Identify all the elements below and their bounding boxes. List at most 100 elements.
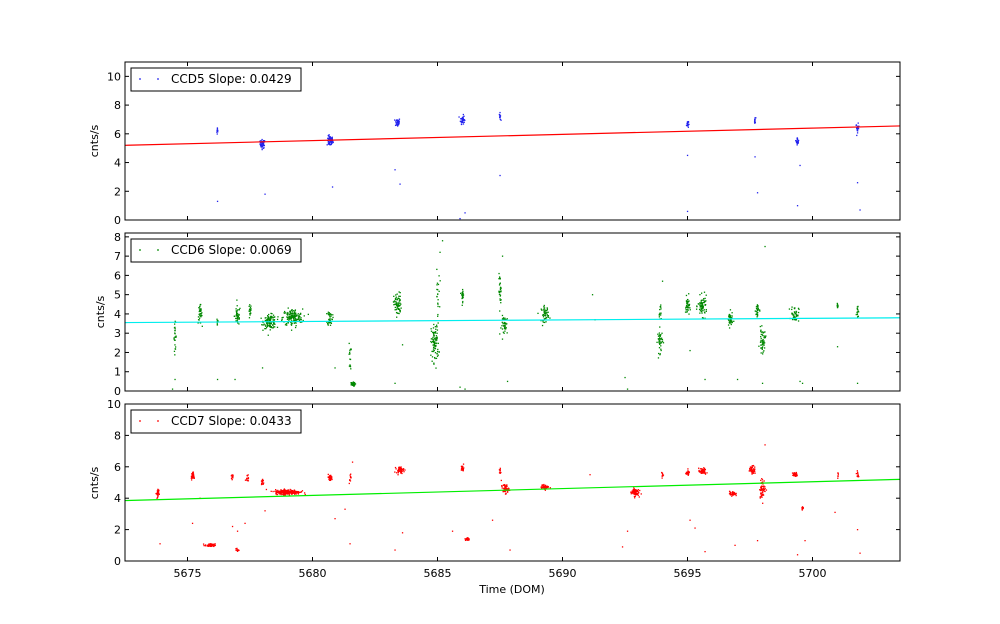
data-point-ccd6-c6-0 xyxy=(295,312,297,314)
data-point-ccd7-c15-23 xyxy=(544,485,546,487)
data-point-ccd7-c0-29 xyxy=(157,494,159,496)
data-point-ccd5-c9-2 xyxy=(857,122,859,124)
data-point-ccd6-c24-5 xyxy=(788,308,791,310)
data-point-ccd6-c5-22 xyxy=(270,312,272,315)
data-point-ccd6-c6-102 xyxy=(284,312,286,314)
data-point-ccd5-c5-4 xyxy=(499,114,501,117)
data-point-ccd7-c22-51 xyxy=(761,489,763,491)
data-point-ccd7-c16-5 xyxy=(631,491,633,494)
data-point-ccd7-c16-29 xyxy=(637,491,639,493)
data-point-ccd7-c7-239 xyxy=(290,489,292,491)
data-point-ccd7-c1-19 xyxy=(191,472,194,474)
data-point-ccd7-c13-5 xyxy=(500,471,502,474)
data-point-ccd6-c21-42 xyxy=(729,315,731,318)
data-point-ccd6-c20-12 xyxy=(700,300,702,302)
data-point-ccd6-c5-51 xyxy=(260,317,262,319)
data-point-ccd6-c19-22 xyxy=(689,309,691,311)
data-point-ccd7-c16-24 xyxy=(637,489,639,491)
data-point-ccd6-c3-26 xyxy=(236,305,238,307)
data-point-ccd7-c3-11 xyxy=(231,474,233,476)
data-point-ccd7-c23-29 xyxy=(792,472,794,474)
data-point-ccd6-c17-23 xyxy=(658,334,661,336)
data-point-ccd7-c7-129 xyxy=(304,493,306,496)
data-point-ccd6-c20-65 xyxy=(703,301,705,304)
legend-label-ccd7: CCD7 Slope: 0.0433 xyxy=(171,414,292,428)
data-point-ccd5-c5-11 xyxy=(499,116,501,118)
data-point-ccd7-c15-42 xyxy=(544,487,546,490)
panel-ccd6: 0 1 2 3 4 5 6 7 8 cnts/s CCD6 Slope: 0.0069 xyxy=(94,231,901,398)
outlier-point-ccd6-1 xyxy=(174,378,176,381)
data-point-ccd7-c10-41 xyxy=(400,468,403,471)
data-point-ccd5-c4-35 xyxy=(462,117,464,120)
data-point-ccd6-c5-102 xyxy=(269,324,271,326)
data-point-ccd5-c4-27 xyxy=(461,121,463,123)
outlier-point-ccd5-5 xyxy=(459,217,461,220)
data-point-ccd6-c11-60 xyxy=(432,341,435,343)
data-point-ccd6-c23-10 xyxy=(762,334,764,337)
data-point-ccd6-c22-22 xyxy=(757,307,759,309)
data-point-ccd6-c20-46 xyxy=(700,310,703,313)
data-point-ccd6-c17-34 xyxy=(660,338,662,340)
data-point-ccd7-c16-70 xyxy=(636,493,639,496)
data-point-ccd6-c12-6 xyxy=(436,288,438,291)
data-point-ccd6-c4-18 xyxy=(248,309,251,311)
data-point-ccd6-c17-35 xyxy=(657,335,660,337)
data-point-ccd6-c11-2 xyxy=(435,340,437,342)
data-point-ccd7-c7-13 xyxy=(299,491,301,493)
data-point-ccd6-c16-17 xyxy=(546,308,549,310)
y-tick-label-ccd7-8: 8 xyxy=(114,429,121,442)
data-point-ccd6-c20-48 xyxy=(702,305,704,308)
data-point-ccd6-c6-25 xyxy=(283,310,286,313)
data-point-ccd6-c23-8 xyxy=(764,331,766,333)
data-point-ccd6-c23-42 xyxy=(759,341,762,343)
data-point-ccd6-c13-2 xyxy=(460,292,462,295)
data-point-ccd6-c19-5 xyxy=(687,300,689,303)
data-point-ccd6-c24-1 xyxy=(791,318,794,321)
data-point-ccd6-c16-11 xyxy=(545,312,547,315)
data-point-ccd6-c0-13 xyxy=(174,329,176,332)
data-point-ccd7-c10-27 xyxy=(397,474,399,476)
data-point-ccd6-c6-68 xyxy=(295,318,297,320)
axes-ccd7: 0 2 4 6 8 10 5675 5680 5685 5690 5695 5700 xyxy=(107,398,900,580)
data-point-ccd5-c7-11 xyxy=(753,121,756,123)
data-point-ccd7-c14-20 xyxy=(507,491,509,493)
data-point-ccd7-c21-46 xyxy=(750,468,752,470)
data-point-ccd6-c11-4 xyxy=(437,342,439,345)
data-point-ccd6-c3-28 xyxy=(237,315,239,318)
data-point-ccd5-c1-2 xyxy=(262,144,265,147)
data-point-ccd7-c20-38 xyxy=(734,493,736,496)
data-point-ccd7-c15-15 xyxy=(542,484,544,486)
data-point-ccd7-c24-4 xyxy=(801,509,803,511)
data-point-ccd6-c20-54 xyxy=(697,303,699,305)
data-point-ccd7-c10-13 xyxy=(402,468,404,471)
data-point-ccd6-c10-12 xyxy=(397,302,399,304)
data-point-ccd7-c0-7 xyxy=(157,491,160,493)
data-point-ccd6-c26-2 xyxy=(856,316,859,318)
data-point-ccd6-c15-30 xyxy=(501,318,504,320)
data-point-ccd6-c6-24 xyxy=(290,324,293,326)
y-tick-label-ccd6-2: 2 xyxy=(114,346,121,359)
data-point-ccd5-c9-19 xyxy=(856,130,859,132)
data-point-ccd5-c2-40 xyxy=(328,141,330,143)
data-point-ccd7-c9-4 xyxy=(349,474,351,476)
data-point-ccd6-c6-131 xyxy=(294,317,296,319)
data-point-ccd7-c14-51 xyxy=(504,484,506,487)
y-tick-label-ccd6-6: 6 xyxy=(114,269,121,282)
data-point-ccd7-c16-78 xyxy=(630,491,632,493)
data-point-ccd7-c7-228 xyxy=(287,491,289,493)
data-point-ccd7-c2-27 xyxy=(202,543,205,545)
legend-box-ccd6 xyxy=(130,238,302,263)
data-point-ccd6-c15-20 xyxy=(501,338,504,340)
data-point-ccd7-c15-37 xyxy=(541,485,543,487)
data-point-ccd7-c21-11 xyxy=(754,468,756,470)
data-point-ccd5-c1-38 xyxy=(262,147,265,149)
data-point-ccd6-c14-5 xyxy=(499,299,501,301)
data-point-ccd7-c22-50 xyxy=(761,478,763,480)
data-point-ccd6-c15-9 xyxy=(503,321,505,324)
data-point-ccd7-c15-5 xyxy=(543,483,545,486)
data-point-ccd6-c0-7 xyxy=(173,337,175,339)
data-point-ccd6-c6-140 xyxy=(291,309,293,311)
y-tick-label-ccd6-3: 3 xyxy=(114,327,121,340)
data-point-ccd6-c10-28 xyxy=(395,308,397,311)
data-point-ccd6-c11-45 xyxy=(436,336,438,338)
